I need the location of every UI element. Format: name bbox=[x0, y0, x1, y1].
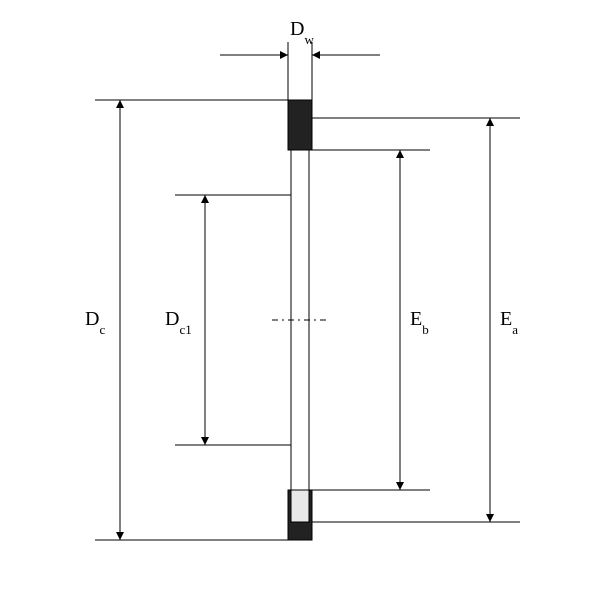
label-Ea-sub: a bbox=[512, 322, 518, 337]
cage-bottom-section bbox=[291, 490, 309, 522]
label-Eb: Eb bbox=[410, 308, 429, 334]
label-Dc1: Dc1 bbox=[165, 308, 192, 334]
label-Dw-sub: w bbox=[304, 32, 313, 47]
label-Dc: Dc bbox=[85, 308, 105, 334]
label-Dw: Dw bbox=[290, 18, 314, 44]
label-Dc1-sub: c1 bbox=[179, 322, 191, 337]
label-Dw-main: D bbox=[290, 18, 304, 40]
label-Eb-sub: b bbox=[422, 322, 429, 337]
label-Dc-main: D bbox=[85, 308, 99, 330]
label-Eb-main: E bbox=[410, 308, 422, 330]
label-Ea-main: E bbox=[500, 308, 512, 330]
label-Dc1-main: D bbox=[165, 308, 179, 330]
label-Ea: Ea bbox=[500, 308, 518, 334]
label-Dc-sub: c bbox=[99, 322, 105, 337]
rolling-element-top bbox=[288, 100, 312, 150]
